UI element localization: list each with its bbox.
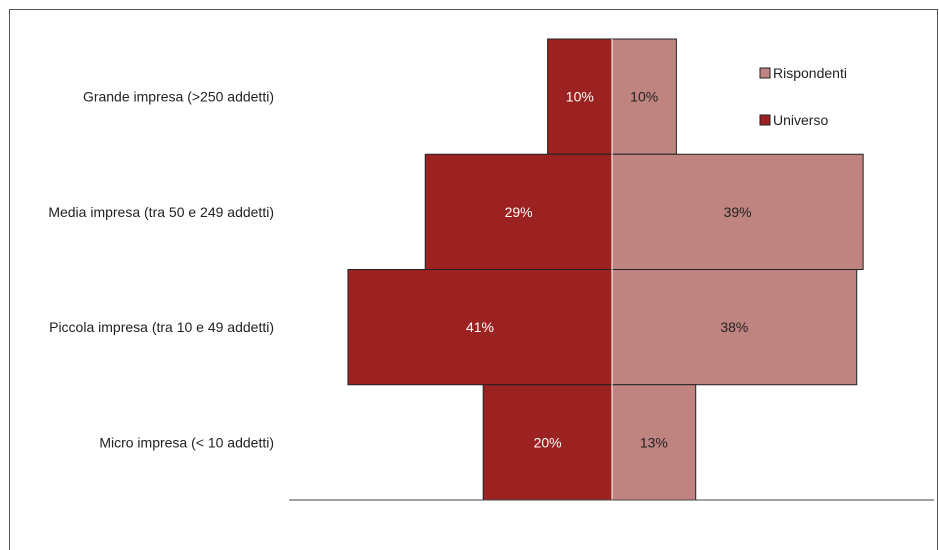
bar-universo-media [424, 153, 613, 270]
legend-swatch-rispondenti [759, 67, 771, 79]
label-rispondenti-piccola: 38% [720, 319, 748, 335]
label-universo-media: 29% [505, 204, 533, 220]
category-label-media: Media impresa (tra 50 e 249 addetti) [48, 204, 274, 220]
bar-rispondenti-micro [611, 384, 697, 501]
data-labels: 10% 10% 29% 39% 41% 38% 20% 13% [466, 89, 752, 451]
rispondenti-bars [611, 38, 864, 501]
label-rispondenti-grande: 10% [630, 89, 658, 105]
label-universo-grande: 10% [566, 89, 594, 105]
label-rispondenti-media: 39% [724, 204, 752, 220]
category-label-piccola: Piccola impresa (tra 10 e 49 addetti) [49, 319, 274, 335]
category-label-grande: Grande impresa (>250 addetti) [83, 89, 274, 105]
bar-rispondenti-media [611, 153, 864, 270]
label-rispondenti-micro: 13% [640, 434, 668, 450]
legend-swatch-universo [759, 114, 771, 126]
category-labels: Grande impresa (>250 addetti) Media impre… [48, 89, 274, 451]
legend-label-universo: Universo [773, 112, 828, 128]
label-universo-micro: 20% [534, 434, 562, 450]
category-label-micro: Micro impresa (< 10 addetti) [99, 434, 274, 450]
bar-rispondenti-grande [611, 38, 677, 155]
universo-bars [347, 38, 613, 501]
bar-rispondenti-piccola [611, 269, 858, 386]
legend-label-rispondenti: Rispondenti [773, 65, 847, 81]
legend: Rispondenti Universo [759, 65, 847, 128]
bar-universo-piccola [347, 269, 613, 386]
label-universo-piccola: 41% [466, 319, 494, 335]
chart-frame [9, 9, 938, 550]
